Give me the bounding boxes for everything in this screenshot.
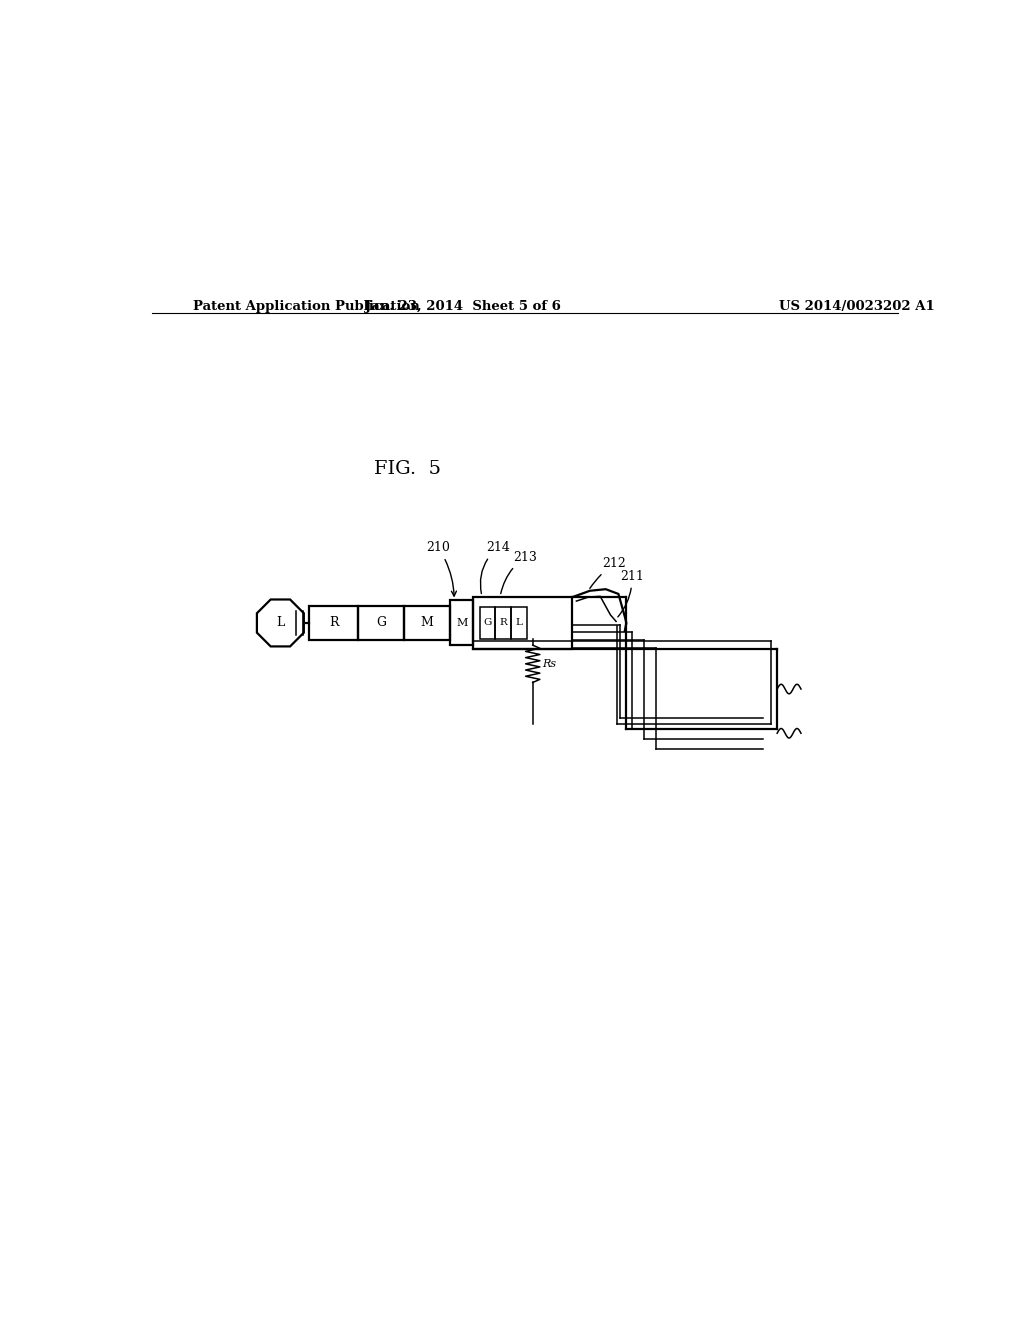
Text: US 2014/0023202 A1: US 2014/0023202 A1	[778, 300, 935, 313]
Text: 211: 211	[617, 570, 644, 616]
Text: Rs: Rs	[543, 659, 556, 669]
Text: M: M	[421, 616, 433, 630]
Text: R: R	[500, 619, 507, 627]
Text: L: L	[276, 616, 285, 630]
Text: FIG.  5: FIG. 5	[374, 461, 441, 478]
Text: R: R	[329, 616, 338, 630]
Text: G: G	[376, 616, 386, 630]
Text: M: M	[456, 618, 467, 628]
Text: 214: 214	[480, 541, 510, 594]
Text: 210: 210	[426, 541, 457, 597]
Text: 212: 212	[590, 557, 627, 589]
Text: L: L	[516, 619, 522, 627]
Text: Patent Application Publication: Patent Application Publication	[194, 300, 420, 313]
Text: 213: 213	[501, 550, 537, 594]
Text: G: G	[483, 619, 492, 627]
Text: Jan. 23, 2014  Sheet 5 of 6: Jan. 23, 2014 Sheet 5 of 6	[365, 300, 561, 313]
